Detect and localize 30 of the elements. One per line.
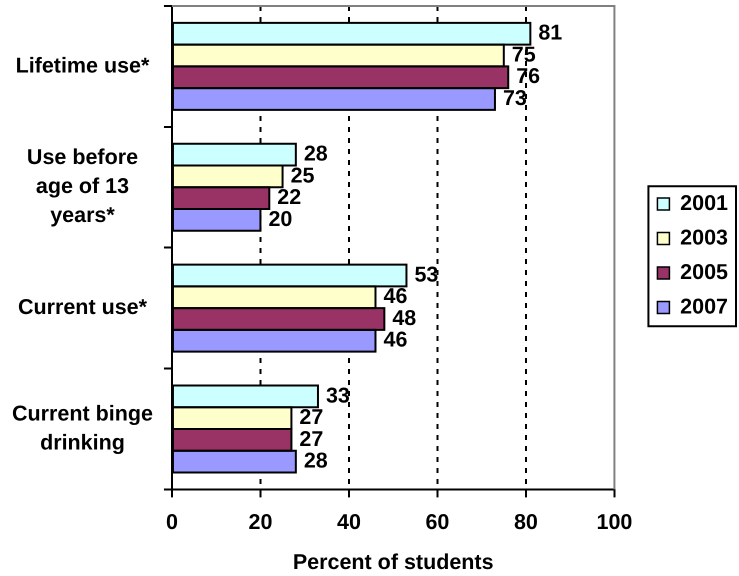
x-tick-label: 0	[166, 510, 178, 534]
data-label: 73	[502, 86, 527, 110]
data-label: 76	[516, 64, 540, 88]
x-axis-title: Percent of students	[292, 550, 494, 574]
data-label: 20	[268, 206, 292, 231]
data-label: 48	[392, 306, 416, 330]
data-label: 28	[304, 142, 328, 166]
y-tick-label: Use before age of 13 years*	[26, 145, 138, 228]
data-label: 81	[538, 20, 562, 45]
y-tick-label: Lifetime use*	[16, 53, 150, 78]
data-label: 46	[383, 328, 408, 352]
legend-label: 2001	[680, 190, 728, 215]
data-label: 25	[290, 163, 315, 188]
data-label: 53	[414, 262, 438, 286]
x-tick-label: 80	[514, 510, 538, 534]
data-label: 27	[299, 405, 324, 430]
data-label: 46	[383, 284, 408, 308]
x-tick-label: 60	[425, 510, 450, 534]
x-tick-label: 100	[596, 510, 632, 534]
data-label: 28	[304, 448, 328, 473]
x-tick-label: 40	[336, 510, 361, 534]
legend-label: 2005	[680, 260, 728, 284]
x-tick-label: 20	[248, 510, 272, 534]
y-tick-label: Current binge drinking	[12, 401, 153, 454]
data-label: 22	[277, 185, 302, 210]
legend-label: 2007	[680, 294, 728, 318]
data-label: 33	[326, 383, 350, 408]
data-label: 27	[299, 426, 324, 451]
y-tick-label: Current use*	[18, 295, 148, 320]
legend-label: 2003	[680, 225, 728, 250]
